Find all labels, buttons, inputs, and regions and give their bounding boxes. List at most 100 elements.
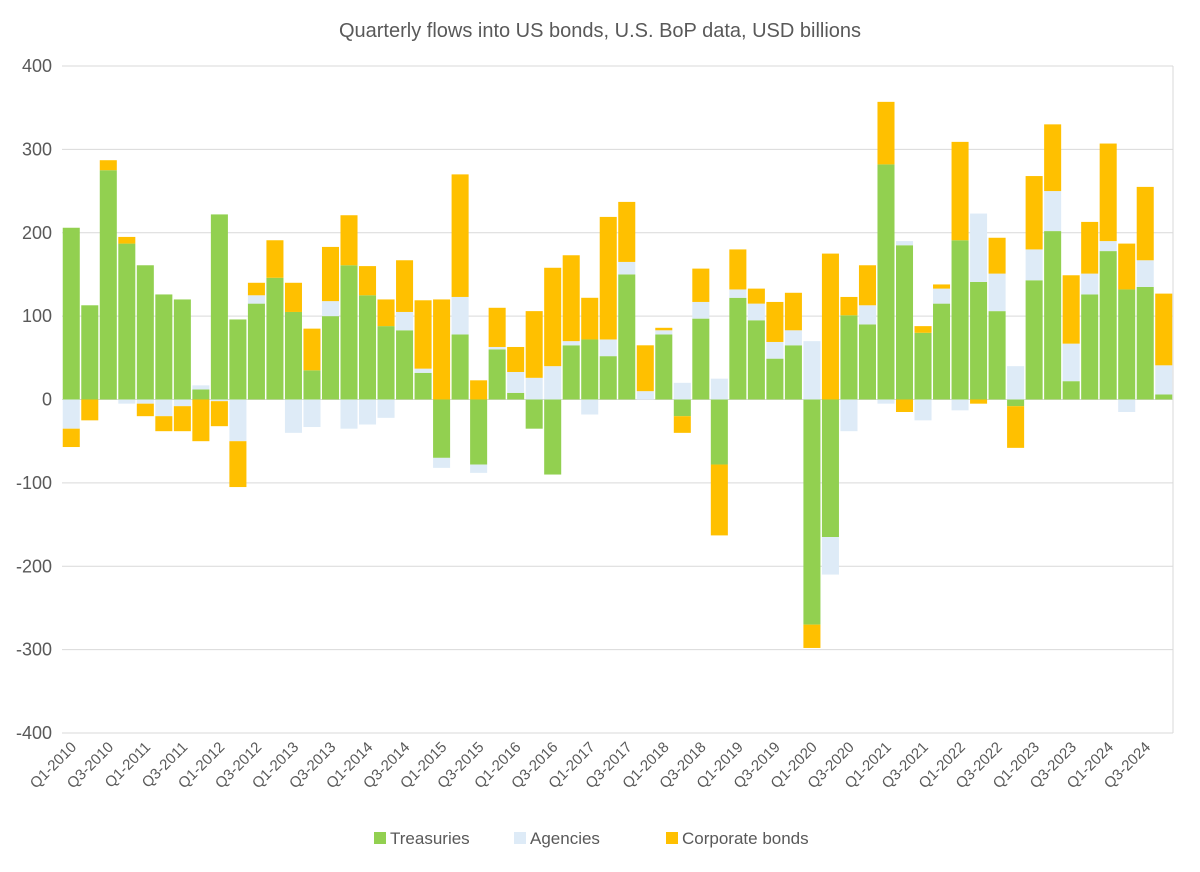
bar-agencies-q2-2015 — [451, 296, 469, 335]
bar-treasuries-q3-2018 — [692, 318, 710, 400]
legend-item-corporate-bonds: Corporate bonds — [666, 829, 809, 848]
bar-treasuries-q2-2019 — [747, 320, 765, 400]
bar-agencies-q4-2014 — [414, 368, 432, 373]
bar-agencies-q2-2012 — [229, 399, 247, 442]
bar-treasuries-q3-2010 — [99, 170, 117, 400]
bar-corporate-bonds-q1-2023 — [1025, 176, 1043, 250]
bar-corporate-bonds-q2-2010 — [81, 399, 99, 421]
bar-agencies-q4-2020 — [858, 305, 876, 325]
bar-agencies-q1-2024 — [1099, 241, 1117, 252]
bar-agencies-q3-2016 — [544, 366, 562, 400]
y-tick-label: 0 — [42, 390, 52, 410]
bar-corporate-bonds-q2-2018 — [673, 416, 691, 433]
bar-treasuries-q2-2012 — [229, 319, 247, 400]
bar-treasuries-q2-2017 — [599, 356, 617, 400]
bar-agencies-q1-2016 — [507, 371, 525, 393]
bar-treasuries-q3-2019 — [766, 358, 784, 400]
bar-treasuries-q1-2016 — [507, 392, 525, 400]
bar-agencies-q2-2011 — [155, 399, 173, 417]
bar-treasuries-q1-2011 — [136, 265, 154, 400]
bar-corporate-bonds-q4-2023 — [1081, 221, 1099, 274]
bar-corporate-bonds-q2-2017 — [599, 216, 617, 340]
bars-layer — [62, 101, 1173, 648]
bar-treasuries-q2-2020 — [821, 399, 839, 538]
bar-treasuries-q1-2015 — [433, 399, 451, 458]
bar-corporate-bonds-q3-2010 — [99, 160, 117, 171]
bar-corporate-bonds-q4-2015 — [488, 307, 506, 347]
bar-corporate-bonds-q1-2013 — [284, 282, 302, 312]
bar-agencies-q1-2010 — [62, 399, 80, 429]
bar-corporate-bonds-q4-2022 — [1007, 406, 1025, 448]
y-axis: 400 300 200 100 0 -100 -200 -300 -400 — [16, 56, 52, 743]
bar-corporate-bonds-q1-2019 — [729, 249, 747, 290]
legend-swatch — [666, 832, 678, 844]
bar-treasuries-q3-2022 — [988, 311, 1006, 400]
bar-corporate-bonds-q2-2020 — [821, 253, 839, 400]
y-tick-label: -300 — [16, 640, 52, 660]
bar-corporate-bonds-q4-2019 — [784, 292, 802, 331]
bar-corporate-bonds-q1-2024 — [1099, 143, 1117, 242]
bar-corporate-bonds-q4-2016 — [562, 255, 580, 342]
bar-corporate-bonds-q4-2018 — [710, 464, 728, 536]
bar-agencies-q2-2020 — [821, 537, 839, 575]
bar-corporate-bonds-q1-2014 — [359, 266, 377, 296]
legend-label: Agencies — [530, 829, 600, 848]
bar-treasuries-q4-2021 — [933, 303, 951, 400]
bar-agencies-q3-2012 — [247, 295, 265, 304]
bar-corporate-bonds-q2-2021 — [895, 399, 914, 413]
bar-corporate-bonds-q3-2017 — [618, 201, 636, 262]
bar-corporate-bonds-q4-2020 — [858, 265, 876, 306]
bar-agencies-q1-2019 — [729, 289, 747, 298]
bar-corporate-bonds-q3-2014 — [396, 260, 414, 312]
bar-corporate-bonds-q1-2017 — [581, 297, 599, 340]
bar-corporate-bonds-q1-2011 — [136, 403, 154, 417]
bar-treasuries-q3-2014 — [396, 330, 414, 400]
bar-agencies-q4-2011 — [192, 385, 210, 390]
bar-agencies-q2-2024 — [1118, 399, 1136, 413]
bar-treasuries-q3-2013 — [321, 316, 340, 400]
bar-agencies-q4-2023 — [1081, 273, 1099, 295]
bar-treasuries-q4-2023 — [1081, 294, 1099, 400]
x-axis: Q1-2010Q3-2010Q1-2011Q3-2011Q1-2012Q3-20… — [27, 739, 1154, 792]
legend-label: Corporate bonds — [682, 829, 809, 848]
bar-agencies-q4-2019 — [784, 330, 802, 346]
bar-corporate-bonds-q4-2013 — [340, 215, 358, 266]
bar-treasuries-q3-2011 — [173, 299, 191, 400]
bar-treasuries-q3-2020 — [840, 315, 858, 400]
bar-treasuries-q1-2010 — [62, 227, 80, 400]
y-tick-label: 400 — [22, 56, 52, 76]
bar-agencies-q3-2019 — [766, 341, 784, 359]
chart-title: Quarterly flows into US bonds, U.S. BoP … — [339, 20, 861, 42]
bar-corporate-bonds-q3-2022 — [988, 237, 1006, 274]
bar-treasuries-q1-2024 — [1099, 251, 1117, 400]
bar-treasuries-q4-2011 — [192, 389, 210, 400]
bar-agencies-q3-2023 — [1062, 343, 1080, 382]
bar-corporate-bonds-q4-2011 — [192, 399, 210, 442]
bar-agencies-q3-2020 — [840, 399, 858, 432]
bar-corporate-bonds-q3-2024 — [1136, 186, 1154, 261]
bar-agencies-q1-2011 — [136, 399, 154, 404]
bar-treasuries-q1-2013 — [284, 311, 302, 400]
bar-treasuries-q2-2024 — [1118, 289, 1136, 400]
bar-agencies-q4-2024 — [1155, 365, 1173, 395]
bar-agencies-q3-2011 — [173, 399, 191, 407]
y-tick-label: 300 — [22, 139, 52, 159]
bar-treasuries-q4-2015 — [488, 349, 506, 400]
bar-agencies-q3-2014 — [396, 311, 414, 331]
bar-agencies-q1-2017 — [581, 399, 599, 415]
bar-corporate-bonds-q1-2015 — [433, 299, 451, 400]
bar-agencies-q1-2021 — [877, 399, 895, 404]
bar-agencies-q2-2013 — [303, 399, 321, 428]
y-tick-label: -200 — [16, 556, 52, 576]
bar-corporate-bonds-q1-2016 — [507, 346, 525, 372]
bar-treasuries-q3-2021 — [914, 332, 932, 400]
bar-treasuries-q4-2019 — [784, 345, 802, 400]
y-tick-label: -400 — [16, 723, 52, 743]
legend-swatch — [514, 832, 526, 844]
bar-agencies-q2-2017 — [599, 339, 617, 357]
bar-agencies-q1-2018 — [655, 330, 673, 335]
bar-agencies-q2-2014 — [377, 399, 395, 418]
bar-treasuries-q4-2018 — [710, 399, 728, 465]
bar-treasuries-q4-2014 — [414, 372, 432, 400]
bar-agencies-q2-2018 — [673, 382, 691, 400]
